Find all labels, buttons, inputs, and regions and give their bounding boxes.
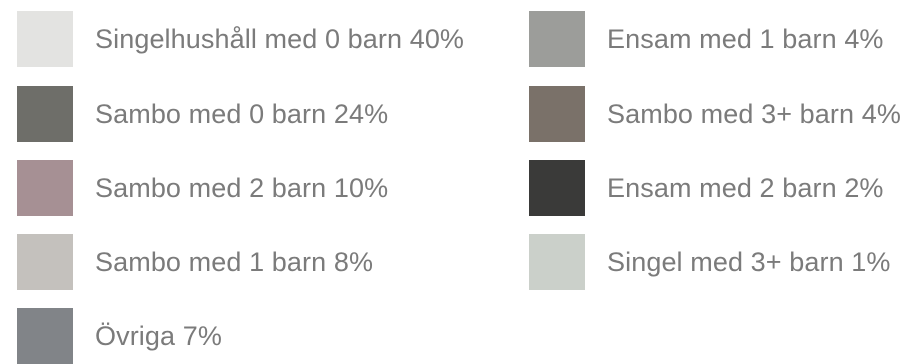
legend-swatch — [529, 234, 585, 290]
legend-swatch — [529, 160, 585, 216]
legend-item: Sambo med 1 barn 8% — [17, 234, 373, 290]
legend-label: Övriga 7% — [95, 320, 222, 351]
legend-item: Övriga 7% — [17, 308, 222, 364]
legend-swatch — [529, 86, 585, 142]
legend-label: Singel med 3+ barn 1% — [607, 246, 891, 277]
legend-swatch — [17, 86, 73, 142]
legend-label: Sambo med 0 barn 24% — [95, 98, 389, 129]
legend-swatch — [529, 11, 585, 67]
legend-item: Sambo med 3+ barn 4% — [529, 86, 901, 142]
legend-swatch — [17, 308, 73, 364]
legend-item: Ensam med 2 barn 2% — [529, 160, 884, 216]
legend-label: Singelhushåll med 0 barn 40% — [95, 23, 465, 54]
legend-label: Sambo med 2 barn 10% — [95, 172, 389, 203]
legend-item: Singelhushåll med 0 barn 40% — [17, 11, 464, 67]
legend-swatch — [17, 234, 73, 290]
legend-label: Ensam med 1 barn 4% — [607, 23, 884, 54]
legend-item: Ensam med 1 barn 4% — [529, 11, 884, 67]
legend-label: Sambo med 3+ barn 4% — [607, 98, 901, 129]
legend-label: Ensam med 2 barn 2% — [607, 172, 884, 203]
legend-label: Sambo med 1 barn 8% — [95, 246, 374, 277]
legend-swatch — [17, 160, 73, 216]
legend-item: Sambo med 2 barn 10% — [17, 160, 388, 216]
legend-item: Sambo med 0 barn 24% — [17, 86, 388, 142]
legend-item: Singel med 3+ barn 1% — [529, 234, 891, 290]
legend-swatch — [17, 11, 73, 67]
